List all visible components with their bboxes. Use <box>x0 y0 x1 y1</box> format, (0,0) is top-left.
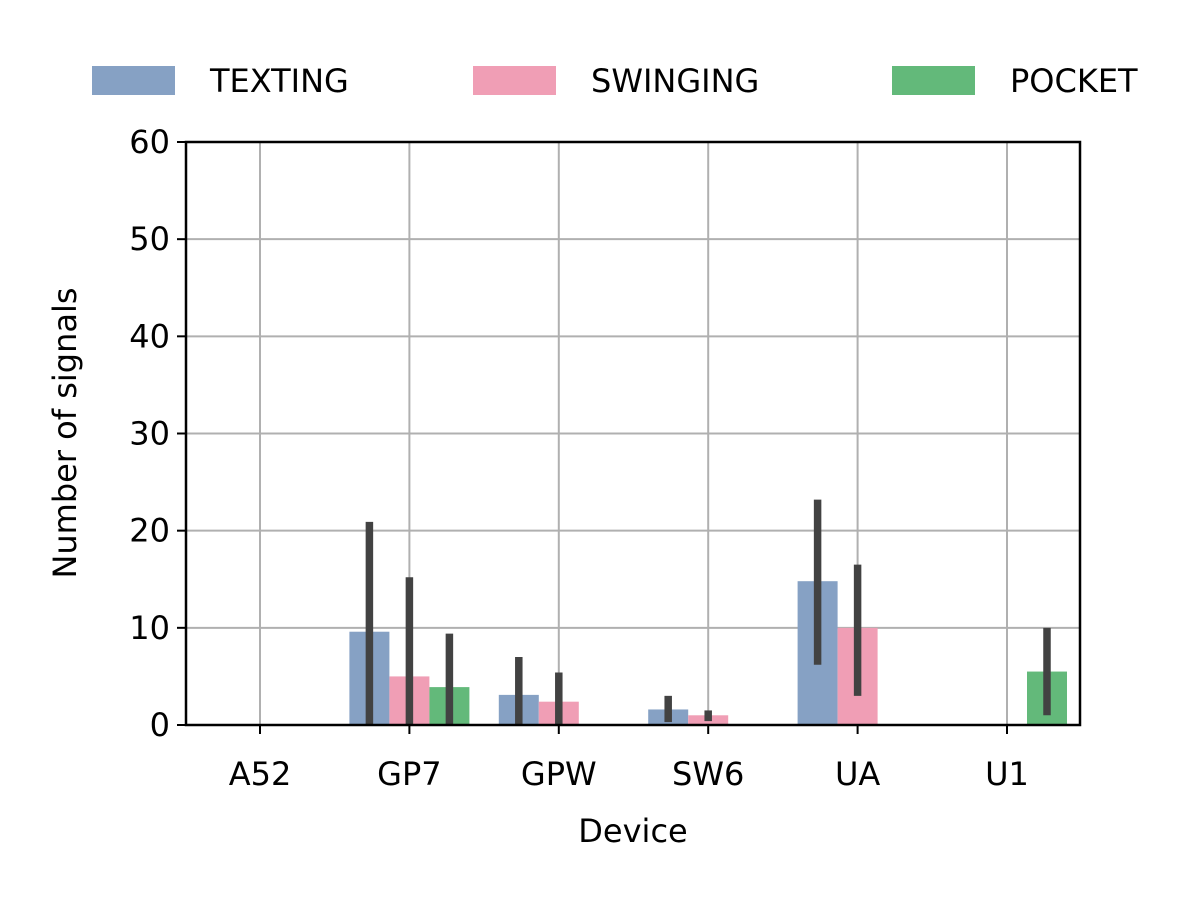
legend-label: TEXTING <box>209 62 349 100</box>
axis-ticks: 0 10 20 30 40 50 60 A52 GP7 GPW SW6 UA U1 <box>129 123 1029 793</box>
legend-swatch <box>92 66 175 95</box>
y-tick-label: 0 <box>150 706 170 744</box>
x-tick-label: GP7 <box>377 755 441 793</box>
y-axis-title: Number of signals <box>46 287 84 578</box>
y-tick-label: 40 <box>129 317 170 355</box>
x-tick-label: GPW <box>521 755 597 793</box>
x-tick-label: U1 <box>985 755 1029 793</box>
y-tick-label: 20 <box>129 512 170 550</box>
legend-label: SWINGING <box>591 62 759 100</box>
error-bars <box>365 499 1051 725</box>
legend: TEXTING SWINGING POCKET <box>92 62 1138 100</box>
legend-label: POCKET <box>1010 62 1138 100</box>
grid <box>186 141 1080 726</box>
legend-swatch <box>473 66 556 95</box>
y-tick-label: 10 <box>129 609 170 647</box>
y-tick-label: 60 <box>129 123 170 161</box>
x-tick-label: SW6 <box>672 755 744 793</box>
y-tick-label: 50 <box>129 220 170 258</box>
legend-swatch <box>892 66 975 95</box>
x-tick-label: A52 <box>229 755 292 793</box>
x-tick-label: UA <box>835 755 880 793</box>
y-tick-label: 30 <box>129 415 170 453</box>
x-axis-title: Device <box>578 812 687 850</box>
